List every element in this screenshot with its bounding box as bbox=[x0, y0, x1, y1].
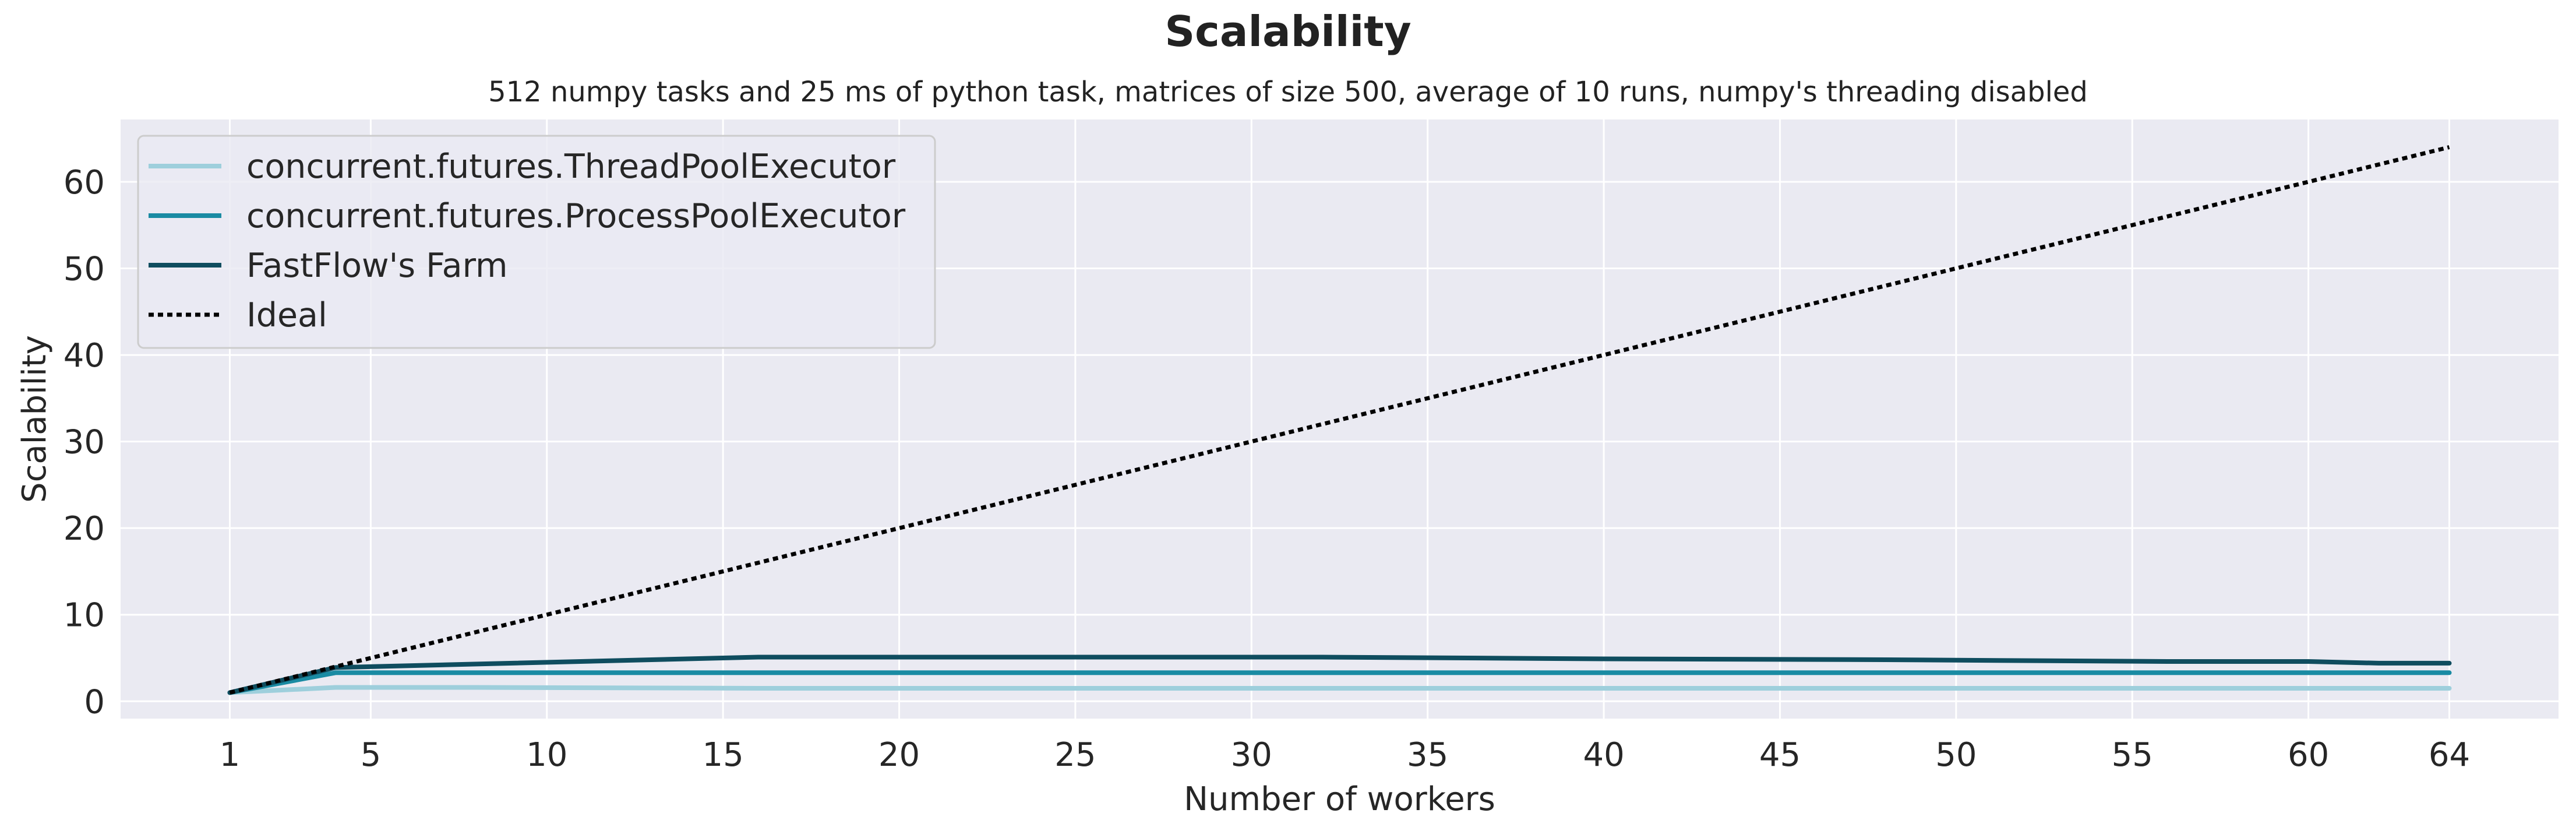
y-tick-label: 0 bbox=[84, 683, 105, 721]
y-tick-label: 40 bbox=[63, 337, 105, 375]
legend-box bbox=[137, 135, 936, 349]
x-tick-label: 1 bbox=[220, 736, 241, 774]
x-axis-label: Number of workers bbox=[1184, 780, 1495, 818]
series-lines bbox=[227, 145, 2452, 695]
chart-title: Scalability bbox=[1165, 7, 1411, 56]
series-line-1 bbox=[227, 685, 2452, 695]
x-tick-label: 30 bbox=[1231, 736, 1272, 774]
chart-subtitle: 512 numpy tasks and 25 ms of python task… bbox=[488, 76, 2088, 108]
y-tick-label: 20 bbox=[63, 510, 105, 548]
legend-label: concurrent.futures.ProcessPoolExecutor bbox=[246, 197, 906, 235]
x-tick-label: 20 bbox=[878, 736, 920, 774]
legend-label: Ideal bbox=[246, 296, 327, 335]
legend-label: FastFlow's Farm bbox=[246, 247, 508, 285]
y-tick-label: 60 bbox=[63, 164, 105, 202]
x-tick-label: 25 bbox=[1054, 736, 1096, 774]
y-tick-label: 30 bbox=[63, 424, 105, 462]
legend-label: concurrent.futures.ThreadPoolExecutor bbox=[246, 147, 896, 186]
x-tick-label: 55 bbox=[2112, 736, 2153, 774]
x-tick-label: 40 bbox=[1583, 736, 1624, 774]
y-tick-label: 50 bbox=[63, 251, 105, 288]
series-line-4 bbox=[229, 145, 2450, 695]
x-tick-label: 35 bbox=[1407, 736, 1448, 774]
x-tick-label: 5 bbox=[361, 736, 382, 774]
series-line-2 bbox=[227, 670, 2452, 695]
legend: concurrent.futures.ThreadPoolExecutor con… bbox=[137, 135, 936, 349]
x-tick-label: 50 bbox=[1935, 736, 1977, 774]
series-line-3 bbox=[227, 654, 2452, 695]
x-tick-label: 60 bbox=[2288, 736, 2329, 774]
x-tick-label: 64 bbox=[2429, 736, 2470, 774]
x-tick-label: 15 bbox=[703, 736, 744, 774]
x-tick-label: 10 bbox=[526, 736, 567, 774]
y-tick-label: 10 bbox=[63, 597, 105, 635]
y-axis-label: Scalability bbox=[16, 335, 54, 503]
x-tick-label: 45 bbox=[1759, 736, 1801, 774]
